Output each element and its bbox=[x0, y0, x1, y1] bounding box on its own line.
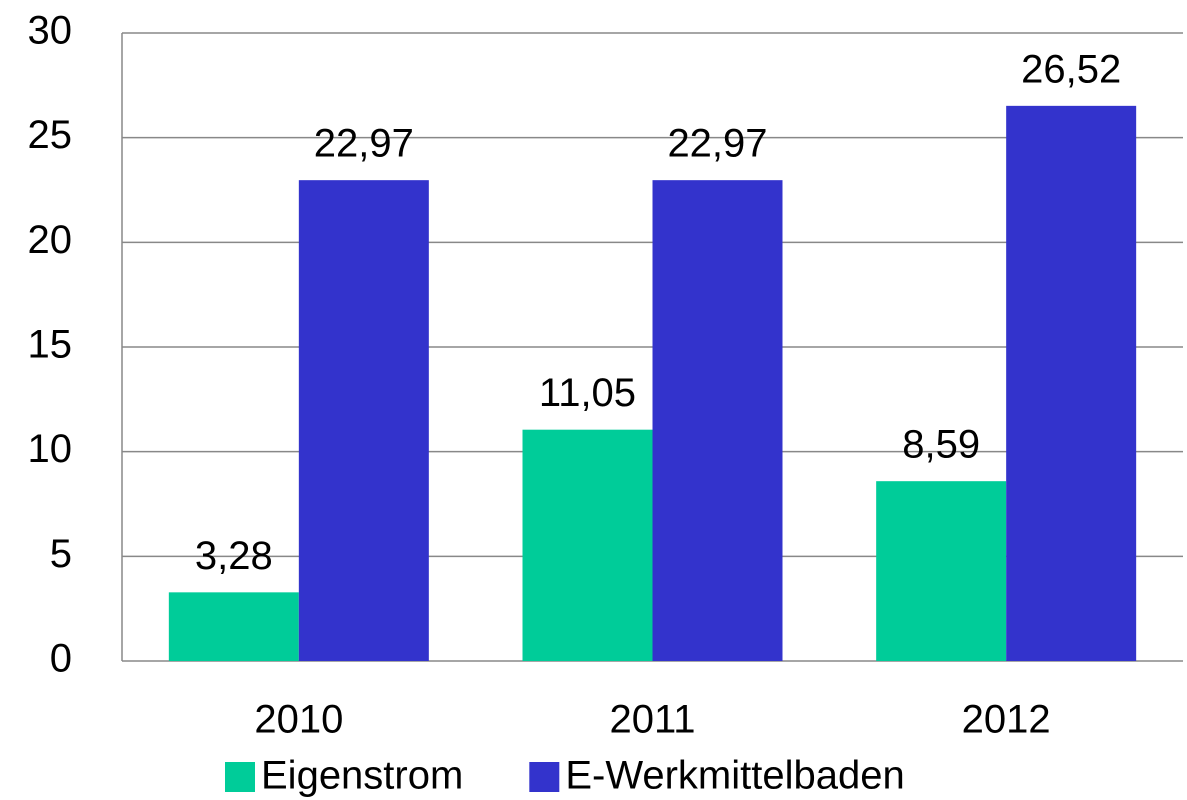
legend-label: E-Werkmittelbaden bbox=[565, 754, 904, 798]
y-tick-label: 30 bbox=[28, 9, 73, 53]
bar bbox=[298, 180, 429, 662]
value-label: 26,52 bbox=[1021, 47, 1121, 91]
bar bbox=[876, 481, 1007, 661]
y-tick-label: 15 bbox=[28, 323, 73, 367]
value-label: 11,05 bbox=[539, 371, 636, 415]
bar bbox=[1006, 105, 1137, 661]
legend-swatch bbox=[225, 762, 255, 792]
x-tick-label: 2010 bbox=[254, 698, 343, 742]
value-label: 3,28 bbox=[195, 534, 273, 578]
y-tick-label: 0 bbox=[50, 637, 72, 681]
x-tick-label: 2011 bbox=[609, 698, 695, 742]
bar bbox=[168, 592, 299, 661]
x-tick-label: 2012 bbox=[962, 698, 1051, 742]
bar bbox=[652, 180, 783, 662]
value-label: 22,97 bbox=[314, 122, 414, 166]
y-tick-label: 5 bbox=[50, 532, 72, 576]
value-label: 8,59 bbox=[902, 423, 980, 467]
bar bbox=[522, 429, 653, 661]
legend-swatch bbox=[529, 762, 560, 792]
y-tick-label: 10 bbox=[28, 427, 73, 471]
y-tick-label: 25 bbox=[28, 113, 73, 157]
y-tick-label: 20 bbox=[28, 218, 73, 262]
value-label: 22,97 bbox=[667, 122, 767, 166]
legend-label: Eigenstrom bbox=[261, 754, 463, 798]
